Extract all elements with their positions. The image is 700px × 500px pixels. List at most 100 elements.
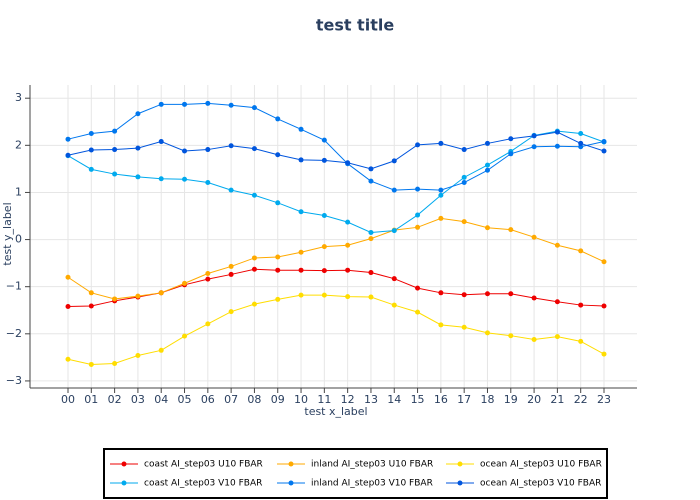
data-point [112,147,118,153]
data-point [205,147,211,153]
data-point [275,200,281,206]
data-point [205,276,211,282]
data-point [415,186,421,192]
data-point [461,174,467,180]
data-point [275,254,281,260]
data-point [182,176,188,182]
data-point [65,152,71,158]
data-point [275,267,281,273]
data-point [135,111,141,117]
legend-label: ocean AI_step03 V10 FBAR [480,479,601,489]
data-point [554,129,560,135]
data-point [578,338,584,344]
data-point [112,171,118,177]
data-point [228,271,234,277]
y-tick-label: 2 [15,138,22,151]
data-point [391,187,397,193]
data-point [531,144,537,150]
y-tick-label: 3 [15,91,22,104]
data-point [601,303,607,309]
data-point [65,136,71,142]
data-point [484,167,490,173]
data-point [438,322,444,328]
data-point [182,148,188,154]
data-point [251,192,257,198]
x-tick-label: 01 [84,393,98,406]
data-point [391,276,397,282]
data-point [158,139,164,145]
x-tick-label: 00 [61,393,75,406]
legend-label: inland AI_step03 V10 FBAR [311,479,433,489]
data-point [415,224,421,230]
data-point [205,270,211,276]
data-point [298,209,304,215]
data-point [275,116,281,122]
data-point [484,162,490,168]
data-point [135,352,141,358]
data-point [461,324,467,330]
data-point [251,146,257,152]
data-point [321,268,327,274]
legend-label: ocean AI_step03 U10 FBAR [480,460,602,470]
series-line [67,294,605,365]
data-point [438,192,444,198]
data-point [345,219,351,225]
x-tick-label: 23 [597,393,611,406]
data-point [508,291,514,297]
data-point [345,267,351,273]
y-axis-label: test y_label [1,202,14,265]
legend-box [103,448,608,499]
legend-label: coast AI_step03 U10 FBAR [144,460,263,470]
data-point [251,105,257,111]
x-tick-label: 17 [457,393,471,406]
data-point [65,274,71,280]
x-tick-label: 07 [224,393,238,406]
data-point [438,290,444,296]
data-point [345,160,351,166]
x-axis-label: test x_label [304,405,367,418]
data-point [415,142,421,148]
data-point [531,133,537,139]
data-point [135,174,141,180]
data-point [205,180,211,186]
data-point [415,212,421,218]
data-point [391,302,397,308]
data-point [531,234,537,240]
data-point [368,166,374,172]
data-point [158,101,164,107]
data-point [578,302,584,308]
data-point [368,229,374,235]
data-point [601,259,607,265]
data-point [508,151,514,157]
data-point [368,178,374,184]
y-tick-label: −3 [6,374,22,387]
data-point [321,244,327,250]
x-tick-label: 11 [317,393,331,406]
data-point [228,187,234,193]
data-point [321,157,327,163]
data-point [228,143,234,149]
data-point [461,219,467,225]
data-point [205,321,211,327]
data-point [112,128,118,134]
data-point [298,292,304,298]
x-tick-label: 02 [108,393,122,406]
data-point [228,263,234,269]
legend-label: inland AI_step03 U10 FBAR [311,460,433,470]
data-point [65,356,71,362]
y-tick-label: −1 [6,280,22,293]
series-line [67,268,605,307]
series-line [67,102,605,191]
data-point [228,102,234,108]
data-point [321,213,327,219]
data-point [298,249,304,255]
data-point [112,296,118,302]
data-point [205,100,211,106]
data-point [135,293,141,299]
data-point [438,215,444,221]
data-point [65,303,71,309]
series-line [67,131,605,170]
data-point [391,228,397,234]
data-point [461,147,467,153]
data-point [321,137,327,143]
